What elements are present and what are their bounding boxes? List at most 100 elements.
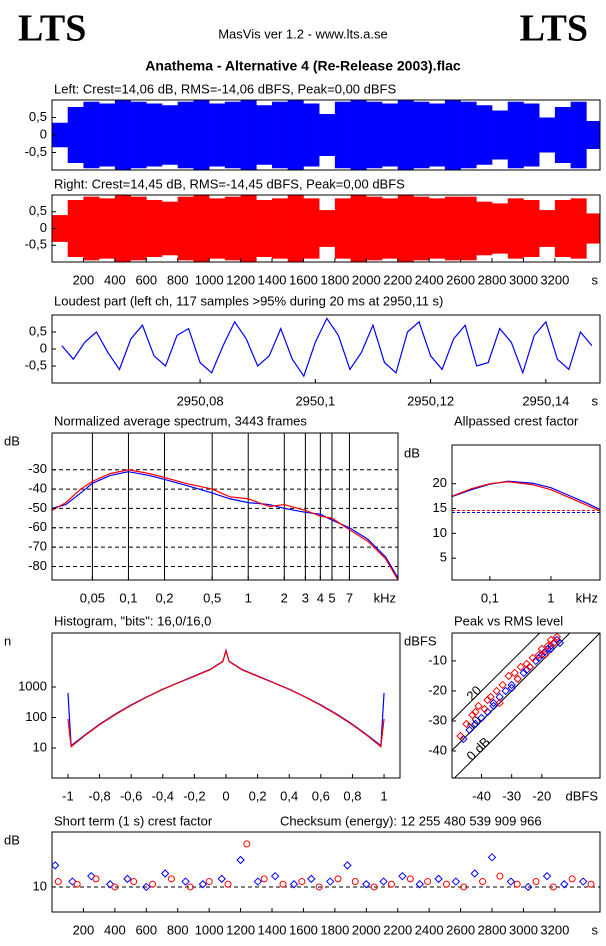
point: [387, 880, 395, 888]
point: [456, 731, 465, 741]
y-tick-label: 0: [40, 340, 47, 355]
point: [253, 877, 263, 886]
point: [531, 656, 541, 666]
x-tick-label: -0,8: [88, 788, 110, 803]
waveform-bar: [52, 122, 69, 148]
point: [543, 641, 553, 651]
point: [498, 680, 507, 690]
point: [471, 707, 480, 717]
x-tick-label: 1200: [226, 922, 255, 937]
waveform-bar: [177, 101, 194, 169]
waveform-bar: [287, 100, 304, 170]
waveform-bar: [460, 196, 477, 261]
point: [415, 880, 424, 889]
point: [540, 647, 550, 657]
waveform-bar: [382, 103, 399, 167]
plot-area: [52, 195, 600, 262]
plot-area: [67, 648, 385, 748]
x-axis-label: s: [592, 393, 599, 408]
point: [87, 871, 96, 881]
x-tick-label: 1200: [226, 272, 255, 287]
y-tick-label: -40: [428, 742, 447, 757]
x-tick-label: 1600: [289, 922, 318, 937]
x-tick-label: 0,1: [481, 590, 499, 605]
point: [480, 704, 489, 714]
x-axis-label: kHz: [576, 590, 598, 605]
x-tick-label: -0,2: [183, 788, 205, 803]
point: [522, 665, 531, 675]
x-tick-label: -20: [532, 788, 551, 803]
plot-frame: [51, 632, 401, 779]
x-tick-label: 2950,08: [177, 393, 224, 408]
waveform-bar: [114, 195, 131, 262]
x-tick-label: 0,1: [119, 590, 137, 605]
point: [186, 883, 194, 891]
point: [587, 880, 595, 888]
data-line: [452, 480, 600, 511]
point: [495, 698, 504, 708]
point: [471, 719, 480, 729]
waveform-bar: [83, 101, 100, 169]
x-tick-label: 2400: [415, 272, 444, 287]
waveform-bar: [397, 195, 414, 262]
point: [334, 875, 342, 883]
waveform-bar: [130, 101, 147, 169]
y-tick-label: 100: [25, 709, 47, 724]
y-axis-label: dBFS: [404, 633, 437, 648]
x-tick-label: 3200: [540, 272, 569, 287]
waveform-bar: [476, 201, 493, 256]
y-tick-label: -50: [28, 500, 47, 515]
waveform-bar: [570, 198, 587, 259]
waveform-bar: [350, 100, 367, 170]
waveform-bar: [397, 100, 414, 170]
x-tick-label: 1400: [258, 272, 287, 287]
x-tick-label: 1000: [195, 272, 224, 287]
waveform-bar: [162, 201, 179, 256]
point: [496, 872, 504, 880]
waveform-bar: [429, 103, 446, 167]
waveform-bar: [523, 103, 540, 167]
waveform-bar: [476, 105, 493, 165]
chart-title: Loudest part (left ch, 117 samples >95% …: [54, 293, 443, 308]
waveform-bar: [177, 196, 194, 261]
waveform-bar: [523, 200, 540, 257]
crest-line-label: 0 dB: [463, 734, 493, 764]
point: [549, 638, 559, 648]
y-axis-label: dB: [4, 832, 20, 847]
x-tick-label: 2950,12: [407, 393, 454, 408]
point: [243, 840, 251, 848]
x-tick-label: 2200: [383, 922, 412, 937]
x-tick-label: 2950,1: [295, 393, 335, 408]
y-tick-label: -30: [28, 461, 47, 476]
point: [470, 869, 479, 878]
y-tick-label: -20: [428, 682, 447, 697]
point: [325, 877, 335, 886]
waveform-bar: [334, 101, 351, 169]
waveform-bar: [350, 195, 367, 262]
plot-area: [52, 840, 600, 892]
waveform-bar: [444, 100, 461, 170]
point: [525, 662, 534, 672]
app-name: MasVis ver 1.2 - www.lts.a.se: [218, 26, 388, 41]
waveform-bar: [319, 114, 336, 156]
point: [506, 877, 516, 886]
x-tick-label: 4: [317, 590, 324, 605]
point: [495, 692, 504, 702]
waveform-bar: [83, 196, 100, 261]
point: [370, 883, 378, 891]
x-tick-label: 600: [135, 272, 157, 287]
point: [260, 875, 268, 883]
x-tick-label: 2800: [478, 272, 507, 287]
plot-area: [52, 433, 398, 580]
point: [205, 878, 213, 886]
x-tick-label: 3200: [540, 922, 569, 937]
chart-title: Left: Crest=14,06 dB, RMS=-14,06 dBFS, P…: [54, 81, 396, 96]
y-axis-label: dB: [404, 445, 420, 460]
point: [537, 644, 547, 654]
y-tick-label: -60: [28, 519, 47, 534]
waveform-bar: [303, 198, 320, 259]
waveform-bar: [193, 100, 210, 170]
point: [552, 633, 562, 642]
plot-frame: [51, 314, 601, 384]
y-tick-label: 0,5: [29, 203, 47, 218]
